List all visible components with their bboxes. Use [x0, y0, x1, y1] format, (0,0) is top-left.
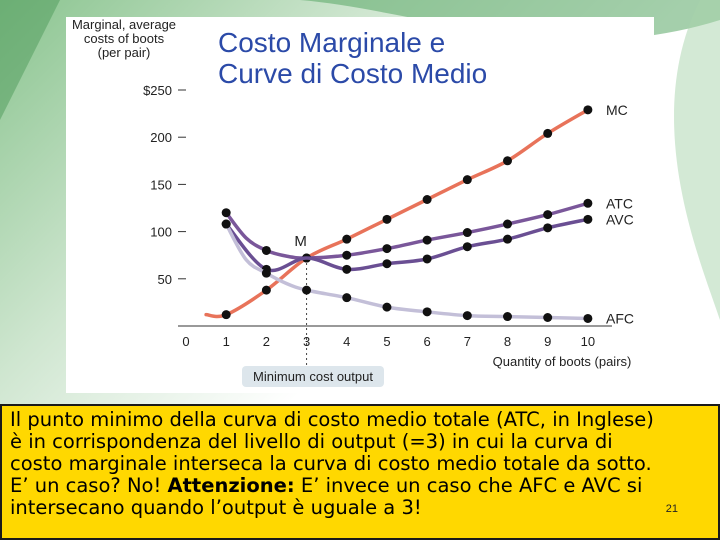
- data-point-atc: [503, 219, 513, 229]
- x-tick-label: 10: [581, 334, 595, 349]
- data-point-atc: [342, 250, 352, 260]
- data-point-avc: [382, 259, 392, 269]
- data-point-atc: [583, 198, 593, 208]
- caption-question: E’ un caso? No!: [10, 474, 168, 497]
- data-point-afc: [302, 285, 312, 295]
- data-point-mc: [342, 234, 352, 244]
- data-point-avc: [342, 264, 352, 274]
- series-line-mc: [204, 108, 590, 319]
- caption-line-4: E’ un caso? No! Attenzione: E’ invece un…: [10, 475, 710, 497]
- series-label-mc: MC: [606, 102, 628, 118]
- chart-figure: 50 100 150 200 $250 Marginal, average costs of…: [66, 17, 654, 393]
- x-tick-label: 5: [383, 334, 390, 349]
- x-tick-label: 4: [343, 334, 350, 349]
- x-tick-label: 0: [182, 334, 189, 349]
- data-point-mc: [221, 310, 231, 320]
- caption-line-5: intersecano quando l’output è uguale a 3…: [10, 496, 422, 519]
- min-output-badge: [242, 366, 384, 387]
- caption-line-3: costo marginale interseca la curva di co…: [10, 452, 652, 475]
- x-tick-label: 7: [464, 334, 471, 349]
- y-tick-label: 200: [150, 130, 172, 145]
- data-point-avc: [583, 214, 593, 224]
- data-point-afc: [221, 219, 231, 229]
- caption-emphasis: Attenzione:: [167, 474, 295, 497]
- data-point-avc: [543, 223, 553, 233]
- data-point-mc: [422, 195, 432, 205]
- slide-title-line-2: Curve di Costo Medio: [218, 58, 488, 89]
- min-output-label: Minimum cost output: [253, 369, 373, 384]
- x-tick-label: 8: [504, 334, 511, 349]
- data-point-atc: [462, 228, 472, 238]
- data-point-avc: [422, 254, 432, 264]
- data-point-afc: [422, 307, 432, 317]
- y-tick-label: 150: [150, 177, 172, 192]
- caption-line-4-rest: E’ invece un caso che AFC e AVC si: [294, 474, 643, 497]
- data-point-atc: [261, 245, 271, 255]
- y-axis-label: costs of boots: [84, 31, 165, 46]
- series-line-afc: [224, 222, 590, 321]
- data-point-atc: [543, 210, 553, 220]
- data-point-mc: [382, 214, 392, 224]
- y-tick-label: 100: [150, 225, 172, 240]
- data-point-atc: [422, 235, 432, 245]
- x-tick-label: 6: [424, 334, 431, 349]
- slide-title-line-1: Costo Marginale e: [218, 27, 446, 58]
- data-point-afc: [342, 293, 352, 303]
- caption-box: Il punto minimo della curva di costo med…: [0, 404, 720, 540]
- series-line-avc: [224, 217, 590, 273]
- data-point-mc: [543, 128, 553, 138]
- series-label-avc: AVC: [606, 211, 634, 227]
- series-label-atc: ATC: [606, 195, 633, 211]
- data-point-afc: [583, 313, 593, 323]
- data-point-afc: [543, 313, 553, 323]
- data-point-mc: [462, 175, 472, 185]
- x-tick-label: 3: [303, 334, 310, 349]
- data-point-afc: [503, 312, 513, 322]
- x-axis-label: Quantity of boots (pairs): [493, 354, 632, 369]
- data-point-mc: [503, 156, 513, 166]
- y-tick-label: 50: [158, 272, 172, 287]
- caption-text: Il punto minimo della curva di costo med…: [10, 409, 710, 519]
- data-point-afc: [261, 268, 271, 278]
- y-axis-label: (per pair): [98, 45, 151, 60]
- caption-line-1: Il punto minimo della curva di costo med…: [10, 408, 654, 431]
- data-point-afc: [382, 302, 392, 312]
- y-tick-label: $250: [143, 83, 172, 98]
- data-point-mc: [261, 285, 271, 295]
- slide-title: Costo Marginale e Curve di Costo Medio: [218, 27, 558, 89]
- x-tick-label: 1: [223, 334, 230, 349]
- point-m-label: M: [294, 233, 307, 250]
- x-tick-label: 2: [263, 334, 270, 349]
- y-axis-label: Marginal, average: [72, 17, 176, 32]
- series-label-afc: AFC: [606, 310, 634, 326]
- page-number: 21: [665, 503, 678, 515]
- data-point-avc: [462, 242, 472, 252]
- data-point-atc: [382, 244, 392, 254]
- caption-line-2: è in corrispondenza del livello di outpu…: [10, 430, 613, 453]
- data-point-mc: [583, 105, 593, 115]
- x-tick-label: 9: [544, 334, 551, 349]
- data-point-atc: [221, 208, 231, 218]
- data-point-avc: [503, 234, 513, 244]
- data-point-afc: [462, 311, 472, 321]
